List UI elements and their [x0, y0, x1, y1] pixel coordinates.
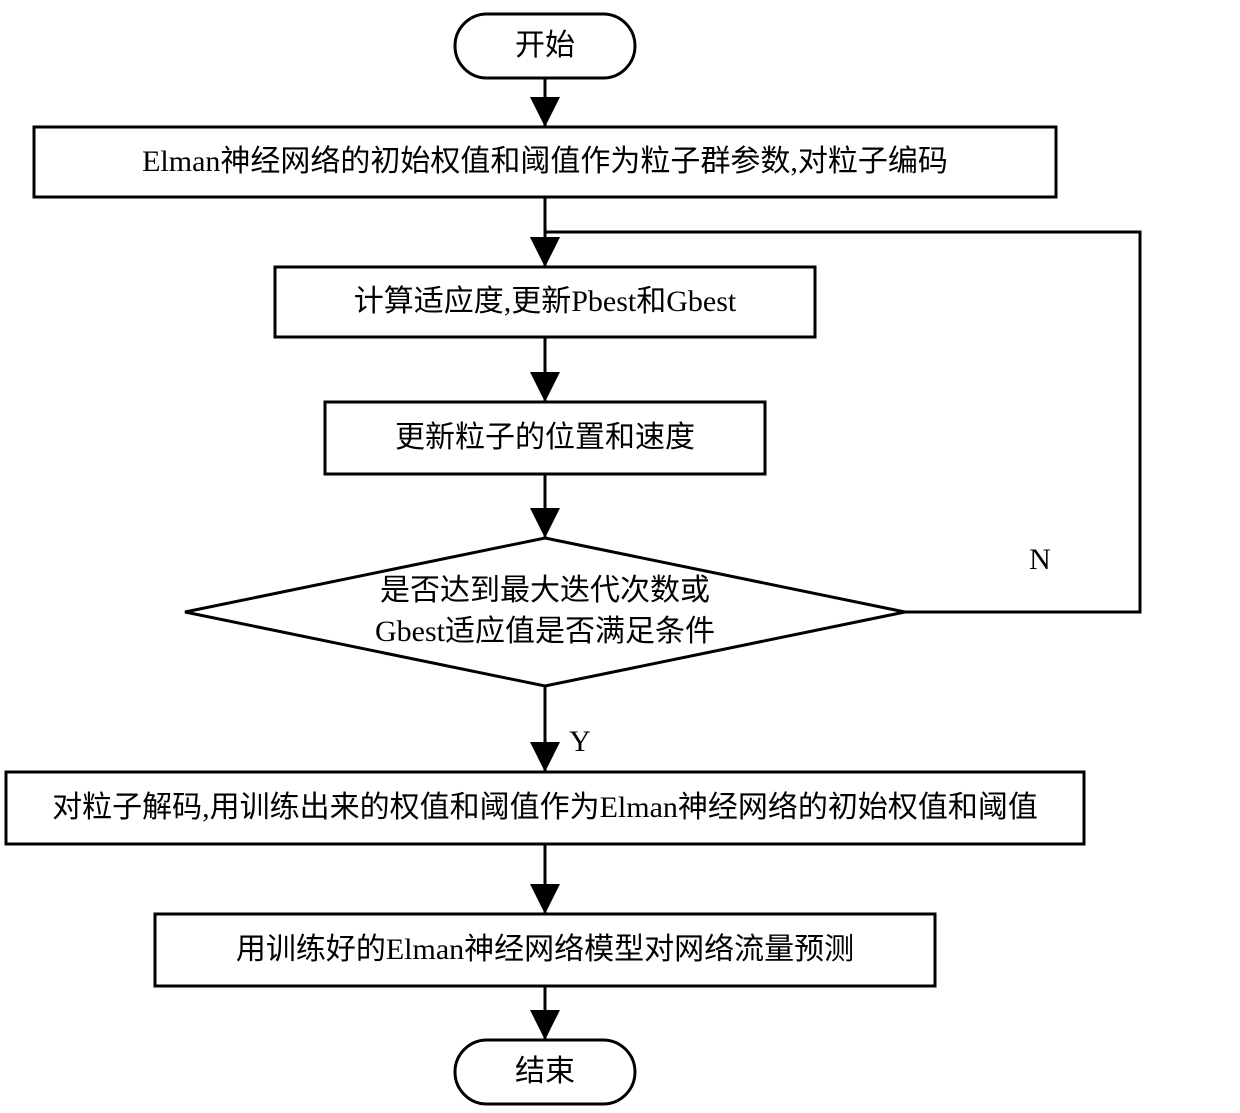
node-label-decision: 是否达到最大迭代次数或 Gbest适应值是否满足条件 [300, 554, 790, 669]
edge-label-Y: Y [560, 722, 600, 762]
edge-label-N: N [1020, 540, 1060, 580]
node-label-step1: Elman神经网络的初始权值和阈值作为粒子群参数,对粒子编码 [34, 127, 1056, 197]
node-label-step4: 对粒子解码,用训练出来的权值和阈值作为Elman神经网络的初始权值和阈值 [6, 772, 1084, 844]
node-label-start: 开始 [455, 14, 635, 78]
node-label-step5: 用训练好的Elman神经网络模型对网络流量预测 [155, 914, 935, 986]
node-label-step3: 更新粒子的位置和速度 [325, 402, 765, 474]
node-label-step2: 计算适应度,更新Pbest和Gbest [275, 267, 815, 337]
node-label-end: 结束 [455, 1040, 635, 1104]
